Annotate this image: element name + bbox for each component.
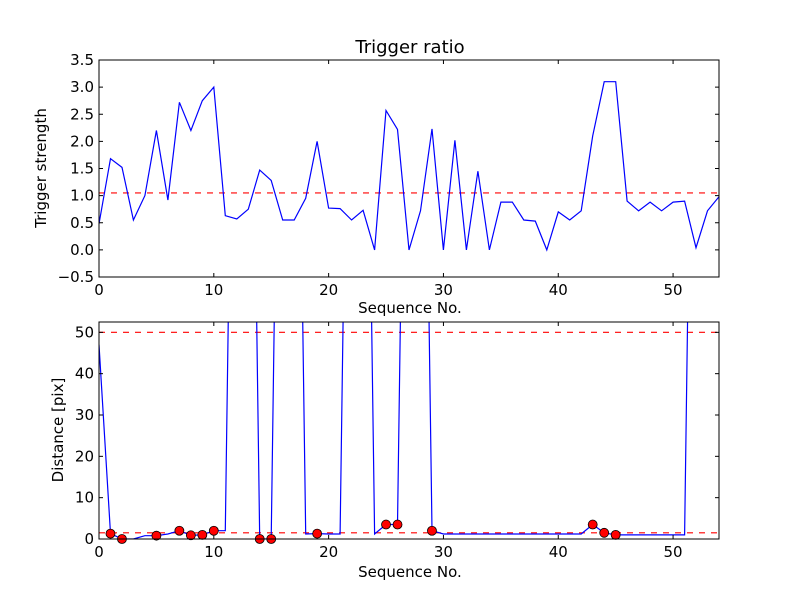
x-axis-label: Sequence No. [358,299,462,317]
chart-title: Trigger ratio [354,37,464,58]
x-tick-label: 40 [549,543,568,561]
data-marker [105,528,116,539]
data-marker [208,525,219,536]
x-tick-label: 50 [664,543,683,561]
y-tick-label: 40 [75,365,94,383]
x-tick-label: 20 [319,543,338,561]
data-marker [151,530,162,541]
y-axis-label: Trigger strength [32,108,50,229]
data-marker [197,529,208,540]
x-tick-label: 30 [434,543,453,561]
y-tick-label: 2.0 [70,132,94,150]
y-tick-label: 1.0 [70,187,94,205]
trigger-plot-area: 0 10 20 30 40 50 −0.5 0.0 0.5 1.0 1.5 2.0 2.5 3.0 3.5 [58,51,720,299]
x-tick-label: 10 [204,543,223,561]
x-tick-label: 30 [434,281,453,299]
y-tick-label: 10 [75,489,94,507]
x-tick-label: 40 [549,281,568,299]
data-marker [427,525,437,536]
series-group [99,81,719,252]
trigger-ratio-chart: Trigger ratio 0 10 20 30 40 50 −0.5 0.0 0.5 1.0 1.… [32,37,720,317]
y-tick-label: 0 [84,530,94,548]
series-line [99,81,719,252]
y-tick-label: 30 [75,406,94,424]
x-axis-label: Sequence No. [358,563,462,581]
data-marker [587,519,598,530]
y-tick-label: 1.5 [70,160,94,178]
y-tick-label: 0.0 [70,241,94,259]
y-tick-label: 50 [75,323,94,341]
distance-plot-area: 0 10 20 30 40 50 0 10 20 30 40 50 [75,321,720,561]
y-tick-label: 2.5 [70,105,94,123]
y-axis-label: Distance [pix] [49,378,67,483]
y-tick-label: −0.5 [58,268,94,286]
data-marker [312,528,323,539]
x-tick-label: 10 [204,281,223,299]
y-tick-label: 3.5 [70,51,94,69]
distance-chart: 0 10 20 30 40 50 0 10 20 30 40 50 Sequence No. Dist… [49,321,720,581]
axes-frame [98,321,720,540]
data-marker [392,519,403,530]
data-marker [610,529,621,540]
data-marker [185,530,196,541]
x-tick-label: 0 [94,543,104,561]
data-marker [599,527,610,538]
y-tick-label: 0.5 [70,214,94,232]
y-tick-label: 20 [75,447,94,465]
x-tick-label: 20 [319,281,338,299]
data-marker [381,519,391,530]
y-tick-label: 3.0 [70,78,94,96]
data-marker [174,525,185,536]
x-tick-label: 0 [94,281,104,299]
x-tick-label: 50 [664,281,683,299]
